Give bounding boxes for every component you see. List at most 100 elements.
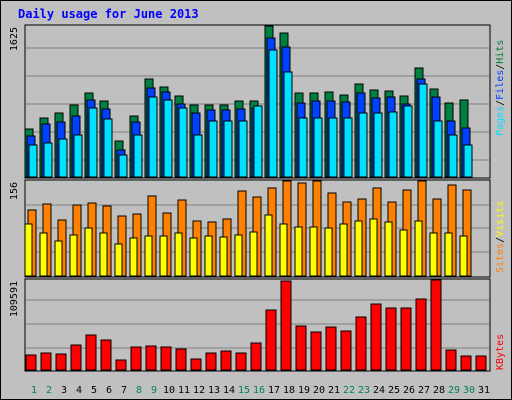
kbytes-bar-day-4 <box>70 344 82 371</box>
visits-bar-day-11 <box>174 232 183 277</box>
visits-bar-day-14 <box>219 236 228 277</box>
legend-panel-2: Sites/Visits <box>495 201 506 273</box>
kbytes-bar-day-24 <box>370 303 382 371</box>
kbytes-bar-day-13 <box>205 352 217 371</box>
pages-bar-day-20 <box>313 117 323 178</box>
x-tick-label-day-15: 15 <box>238 385 250 396</box>
x-tick-label-day-16: 16 <box>253 385 265 396</box>
legend-separator: / <box>495 64 506 70</box>
kbytes-bar-day-8 <box>130 346 142 371</box>
x-tick-label-day-2: 2 <box>46 385 52 396</box>
x-tick-label-day-1: 1 <box>31 385 37 396</box>
visits-bar-day-15 <box>234 234 243 277</box>
visits-bar-day-17 <box>264 214 273 277</box>
kbytes-bar-day-27 <box>415 298 427 371</box>
pages-bar-day-15 <box>238 120 248 178</box>
visits-bar-day-16 <box>249 231 258 277</box>
pages-bar-day-10 <box>163 99 173 178</box>
y-axis-max-label-panel-2: 156 <box>9 182 20 200</box>
pages-bar-day-17 <box>268 49 278 178</box>
pages-bar-day-2 <box>43 142 53 178</box>
kbytes-bar-day-7 <box>115 359 127 371</box>
legend-entry-pages: Pages <box>495 106 506 136</box>
x-tick-label-day-21: 21 <box>328 385 340 396</box>
visits-bar-day-19 <box>294 226 303 277</box>
x-tick-label-day-17: 17 <box>268 385 280 396</box>
pages-bar-day-13 <box>208 120 218 178</box>
x-tick-label-day-6: 6 <box>106 385 112 396</box>
legend-entry-hits: Hits <box>495 40 506 64</box>
pages-bar-day-24 <box>373 112 383 178</box>
x-tick-label-day-13: 13 <box>208 385 220 396</box>
visits-bar-day-7 <box>114 243 123 277</box>
pages-bar-day-11 <box>178 107 188 178</box>
pages-bar-day-28 <box>433 120 443 178</box>
legend-entry-visits: Visits <box>495 201 506 237</box>
pages-bar-day-29 <box>448 134 458 178</box>
pages-bar-day-6 <box>103 118 113 178</box>
pages-bar-day-30 <box>463 144 473 178</box>
x-tick-label-day-28: 28 <box>433 385 445 396</box>
chart-title: Daily usage for June 2013 <box>18 7 199 21</box>
kbytes-bar-day-28 <box>430 279 442 371</box>
visits-bar-day-8 <box>129 237 138 277</box>
visits-bar-day-24 <box>369 218 378 277</box>
x-tick-label-day-26: 26 <box>403 385 415 396</box>
kbytes-bar-day-5 <box>85 334 97 371</box>
legend-entry-files: Files <box>495 70 506 100</box>
visits-bar-day-23 <box>354 220 363 277</box>
kbytes-bar-day-22 <box>340 330 352 371</box>
x-tick-label-day-22: 22 <box>343 385 355 396</box>
x-tick-label-day-9: 9 <box>151 385 157 396</box>
kbytes-bar-day-9 <box>145 345 157 371</box>
visits-bar-day-13 <box>204 235 213 277</box>
visits-bar-day-10 <box>159 235 168 277</box>
pages-bar-day-4 <box>73 134 83 178</box>
kbytes-bar-day-21 <box>325 326 337 371</box>
kbytes-bar-day-25 <box>385 307 397 371</box>
x-tick-label-day-11: 11 <box>178 385 190 396</box>
x-tick-label-day-24: 24 <box>373 385 385 396</box>
visits-bar-day-18 <box>279 223 288 277</box>
kbytes-bar-day-14 <box>220 350 232 371</box>
pages-bar-day-23 <box>358 112 368 178</box>
x-tick-label-day-10: 10 <box>163 385 175 396</box>
legend-entry-kbytes: KBytes <box>495 334 506 370</box>
legend-separator: / <box>495 100 506 106</box>
kbytes-bar-day-1 <box>25 354 37 371</box>
visits-bar-day-3 <box>54 240 63 277</box>
x-tick-label-day-30: 30 <box>463 385 475 396</box>
kbytes-bar-day-17 <box>265 309 277 371</box>
visits-bar-day-2 <box>39 232 48 277</box>
visits-bar-day-22 <box>339 223 348 277</box>
kbytes-bar-day-29 <box>445 349 457 371</box>
pages-bar-day-16 <box>253 105 263 178</box>
pages-bar-day-14 <box>223 120 233 178</box>
x-tick-label-day-18: 18 <box>283 385 295 396</box>
x-tick-label-day-14: 14 <box>223 385 235 396</box>
x-tick-label-day-7: 7 <box>121 385 127 396</box>
pages-bar-day-8 <box>133 134 143 178</box>
pages-bar-day-7 <box>118 154 128 178</box>
pages-bar-day-27 <box>418 83 428 178</box>
y-axis-max-label-panel-1: 1625 <box>9 27 20 51</box>
kbytes-bar-day-23 <box>355 316 367 371</box>
pages-bar-day-25 <box>388 111 398 178</box>
x-tick-label-day-19: 19 <box>298 385 310 396</box>
x-tick-label-day-20: 20 <box>313 385 325 396</box>
visits-bar-day-20 <box>309 226 318 277</box>
visits-bar-day-21 <box>324 227 333 277</box>
x-tick-label-day-12: 12 <box>193 385 205 396</box>
kbytes-bar-day-10 <box>160 346 172 371</box>
visits-bar-day-28 <box>429 232 438 277</box>
visits-bar-day-5 <box>84 227 93 277</box>
visits-bar-day-1 <box>24 223 33 277</box>
visits-bar-day-6 <box>99 232 108 277</box>
pages-bar-day-18 <box>283 71 293 178</box>
x-tick-label-day-3: 3 <box>61 385 67 396</box>
kbytes-bar-day-30 <box>460 355 472 371</box>
kbytes-bar-day-3 <box>55 353 67 371</box>
kbytes-bar-day-11 <box>175 348 187 371</box>
visits-bar-day-9 <box>144 235 153 277</box>
